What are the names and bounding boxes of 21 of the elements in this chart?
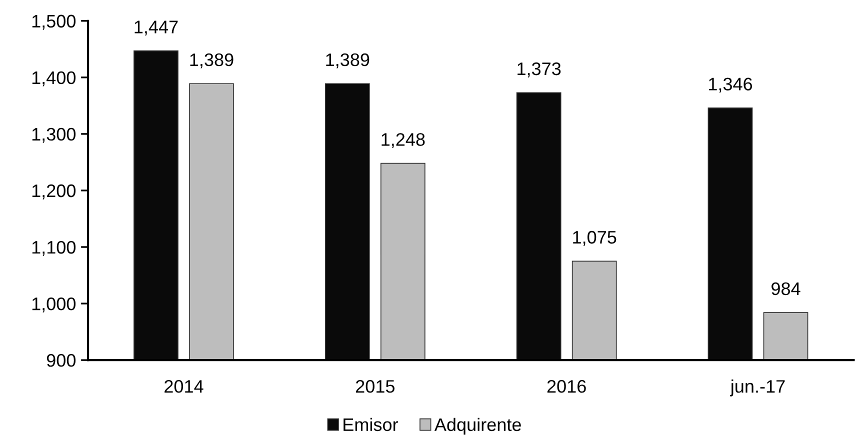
y-tick-label: 900 — [46, 354, 76, 367]
data-label: 1,447 — [134, 20, 178, 36]
data-label: 1,075 — [573, 230, 616, 246]
data-label: 1,248 — [382, 133, 425, 148]
legend-label: Emisor — [344, 418, 398, 432]
y-tick-label: 1,200 — [32, 184, 76, 200]
data-label: 984 — [772, 282, 800, 296]
data-label: 1,346 — [709, 78, 752, 93]
x-tick-label: 2016 — [547, 380, 586, 393]
x-tick-label: 2015 — [356, 380, 394, 393]
y-tick-label: 1,400 — [32, 71, 76, 86]
data-label: 1,373 — [518, 62, 561, 78]
data-label: 1,389 — [326, 53, 370, 68]
y-tick-label: 1,500 — [32, 14, 76, 30]
x-tick-label: 2014 — [164, 380, 204, 393]
data-label: 1,389 — [190, 53, 234, 68]
y-tick-label: 1,000 — [32, 297, 76, 312]
y-tick-label: 1,300 — [32, 128, 76, 143]
y-tick-label: 1,100 — [32, 240, 76, 256]
legend-label: Adquirente — [434, 418, 521, 435]
x-tick-label: jun.-17 — [730, 380, 785, 396]
